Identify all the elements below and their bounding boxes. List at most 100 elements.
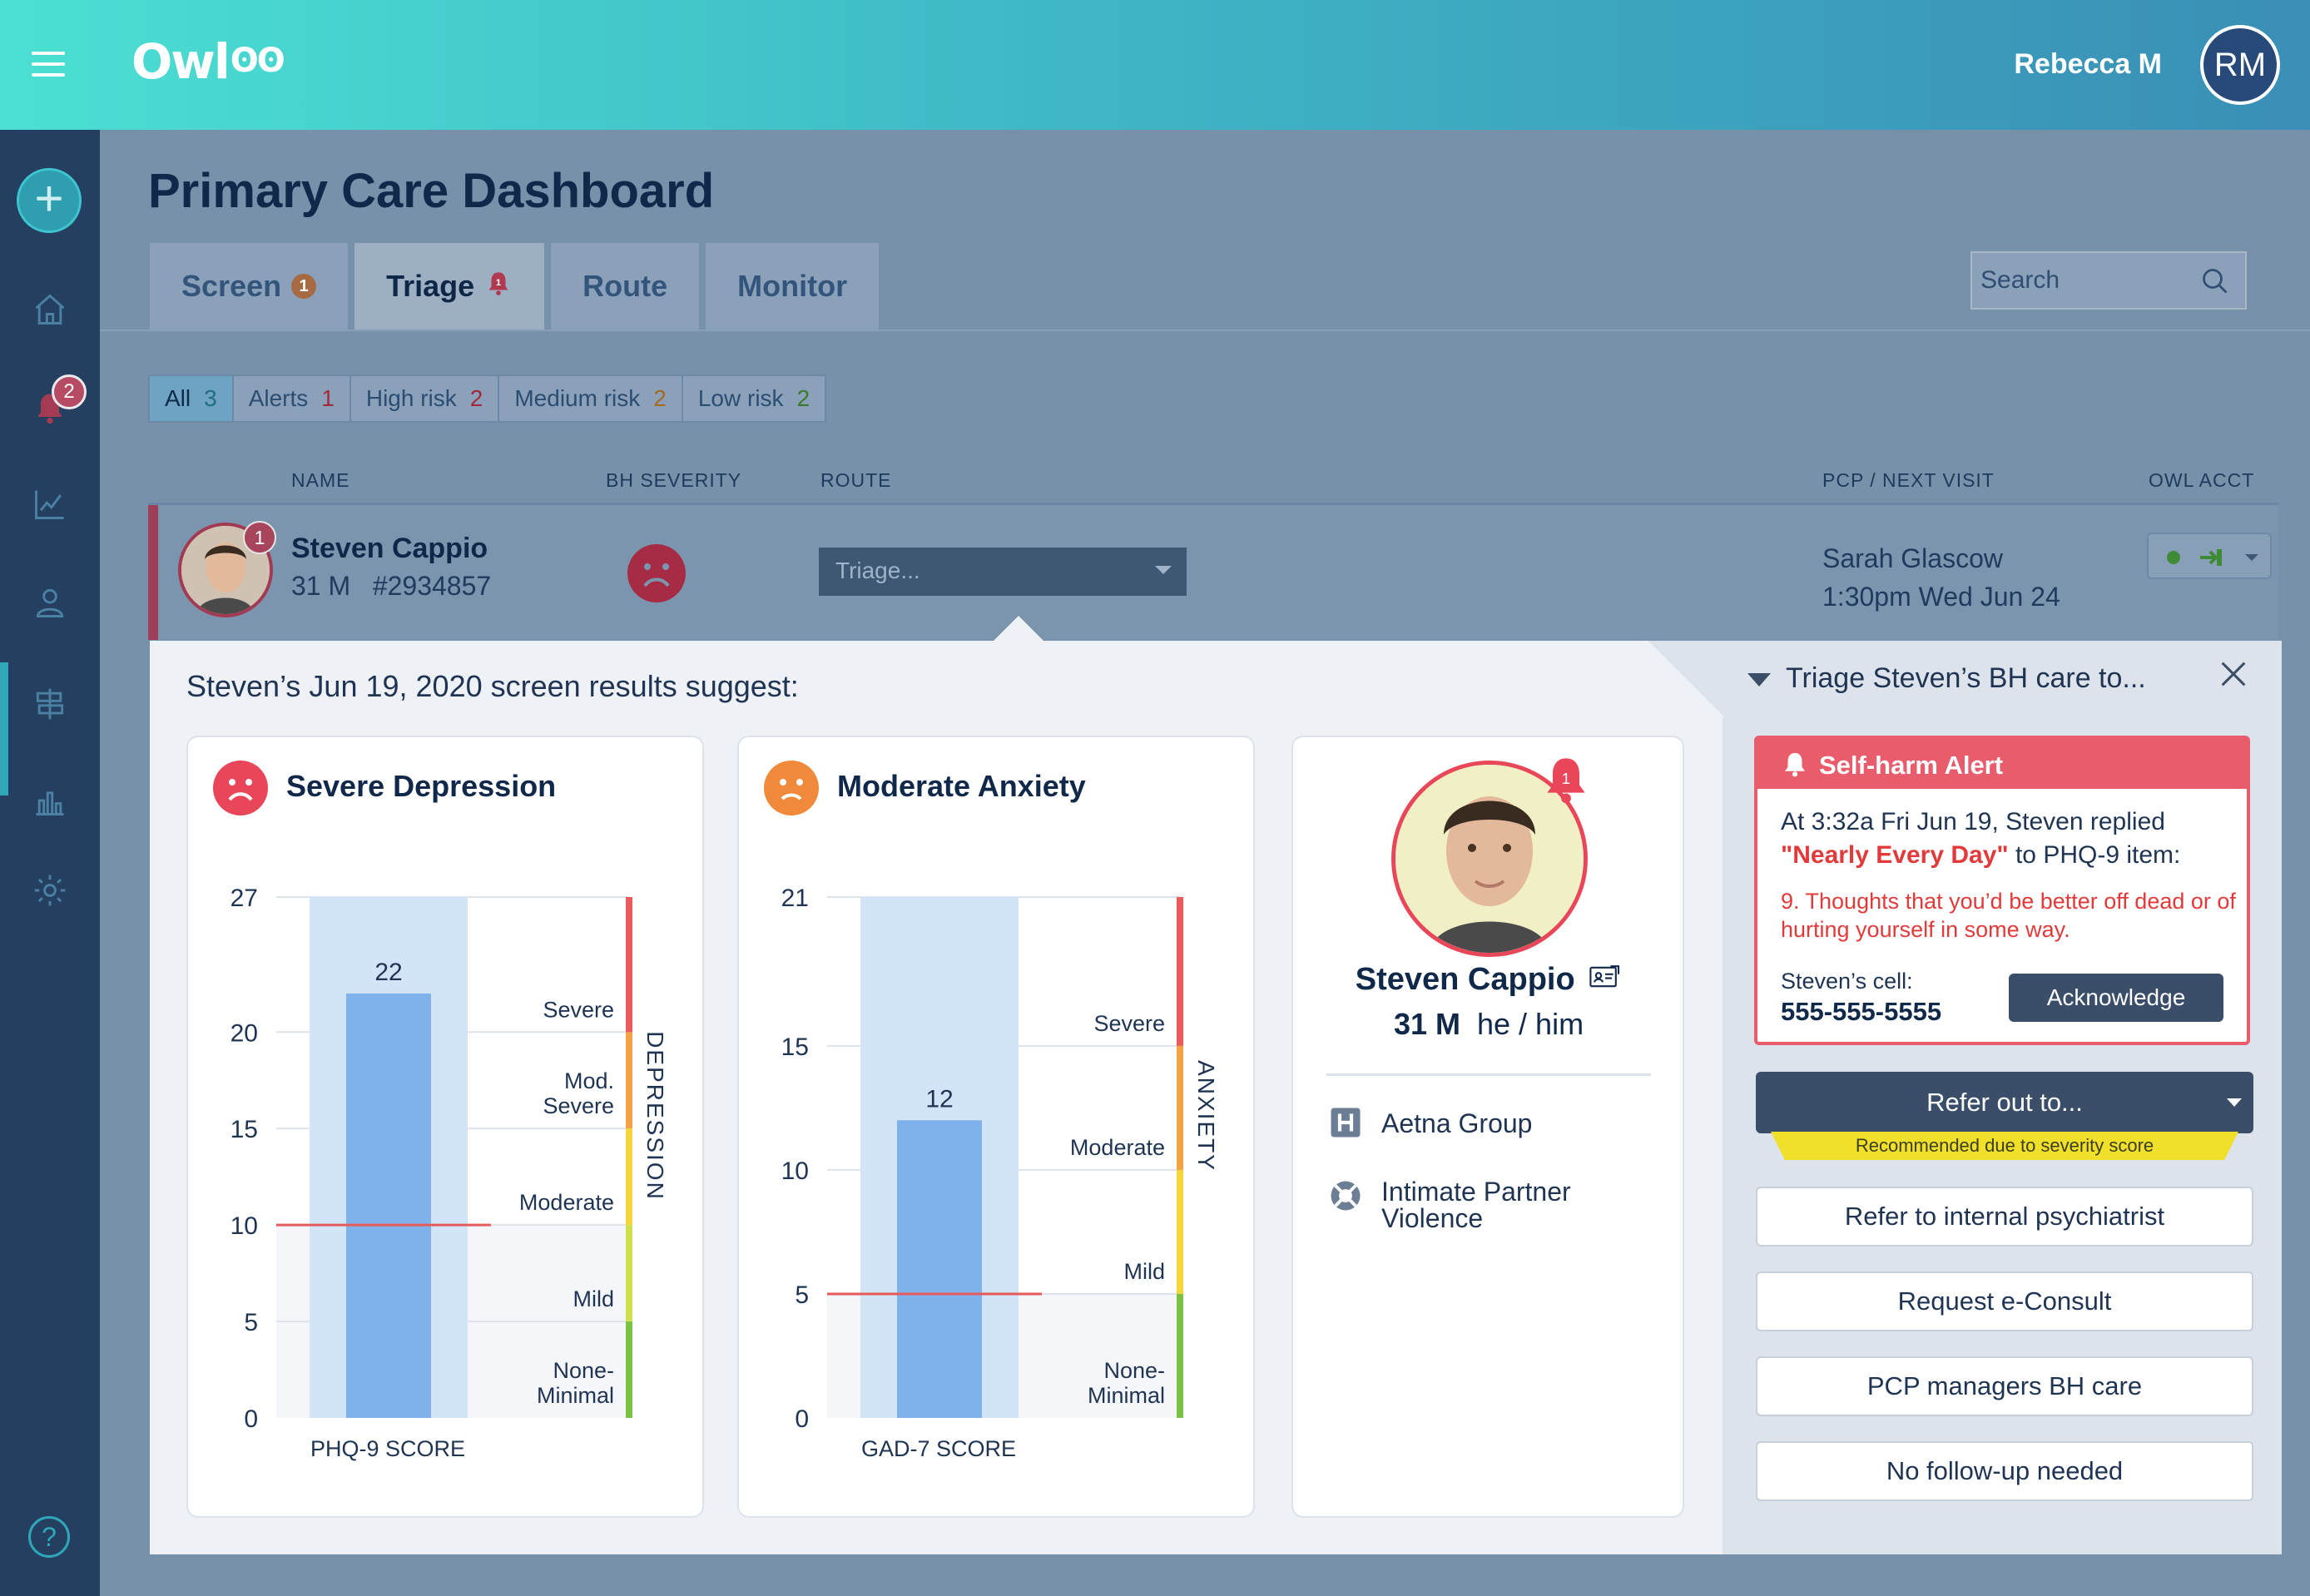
patient-name[interactable]: Steven Cappio (291, 533, 488, 564)
column-header-severity[interactable]: BH SEVERITY (606, 469, 742, 491)
triage-heading[interactable]: Triage Steven’s BH care to... (1747, 662, 2146, 695)
tab-badge: 1 (496, 277, 501, 287)
filter-high-risk[interactable]: High risk 2 (350, 376, 500, 421)
patient-photo (1391, 761, 1588, 957)
severity-band-label: Severe (543, 1093, 614, 1118)
patient-details: 31 M #2934857 (291, 571, 492, 601)
alert-header: Self-harm Alert (1757, 739, 2247, 789)
severity-band-label: None- (553, 1358, 614, 1383)
person-icon[interactable] (25, 577, 75, 627)
anxiety-title: Moderate Anxiety (837, 769, 1086, 803)
bell-icon: 1 (484, 269, 513, 305)
severity-band (1177, 1293, 1183, 1418)
line-chart-icon[interactable] (25, 479, 75, 529)
column-header-pcp[interactable]: PCP / NEXT VISIT (1822, 469, 1995, 491)
user-avatar[interactable]: RM (2200, 25, 2280, 105)
score-bar (897, 1120, 982, 1418)
lifebuoy-icon (1328, 1178, 1363, 1217)
sad-face-icon (213, 761, 268, 815)
phq9-chart: 22 0 5 10 15 20 27 None-Minimal Mild Moderate Mod.… (231, 885, 668, 1461)
menu-icon[interactable] (32, 52, 65, 77)
request-econsult-button[interactable]: Request e-Consult (1756, 1271, 2253, 1331)
side-axis-label: DEPRESSION (642, 1031, 668, 1201)
tab-label: Monitor (737, 269, 848, 303)
anxiety-card: Moderate Anxiety 12 0 5 10 15 21 None- Minimal M… (737, 736, 1255, 1518)
self-harm-alert: Self-harm Alert At 3:32a Fri Jun 19, Ste… (1754, 736, 2250, 1045)
tab-route[interactable]: Route (551, 243, 700, 330)
insurance-icon (1328, 1105, 1363, 1144)
tab-triage[interactable]: Triage 1 (354, 243, 545, 330)
patient-avatar[interactable] (178, 523, 273, 617)
sidebar: + 2 ? (0, 130, 100, 1596)
severity-band-label: Severe (1093, 1011, 1165, 1036)
severity-band (1177, 897, 1183, 1046)
help-icon[interactable]: ? (28, 1516, 70, 1558)
signpost-icon[interactable] (25, 679, 75, 729)
sad-face-icon (627, 544, 686, 602)
acknowledge-button[interactable]: Acknowledge (2009, 974, 2223, 1022)
tab-screen[interactable]: Screen 1 (150, 243, 349, 330)
x-axis-label: GAD-7 SCORE (861, 1436, 1016, 1461)
owl-account-dropdown[interactable] (2147, 533, 2272, 579)
caret-down-icon (1747, 673, 1771, 687)
bar-chart-icon[interactable] (25, 776, 75, 825)
profile-demographics: 31 M he / him (1393, 1007, 1584, 1041)
pcp-manages-bh-button[interactable]: PCP managers BH care (1756, 1356, 2253, 1416)
home-icon[interactable] (25, 285, 75, 335)
score-value-label: 12 (925, 1085, 953, 1113)
search-input[interactable]: Search (1970, 251, 2247, 310)
severity-band-label: Mild (1123, 1259, 1165, 1284)
user-name[interactable]: Rebecca M (2014, 48, 2162, 80)
close-icon[interactable] (2217, 657, 2250, 695)
add-icon[interactable]: + (17, 168, 82, 233)
top-bar: Owlʘʘ Rebecca M RM (0, 0, 2310, 130)
y-tick-label: 5 (244, 1309, 258, 1336)
filter-medium-risk[interactable]: Medium risk 2 (499, 376, 683, 421)
cell-phone[interactable]: 555-555-5555 (1781, 997, 1942, 1026)
severity-band (1177, 1169, 1183, 1294)
tab-label: Screen (181, 269, 282, 303)
chevron-down-icon (1155, 566, 1172, 574)
id-card-icon[interactable] (1589, 963, 1622, 999)
y-tick-label: 15 (231, 1116, 258, 1143)
chevron-down-icon (2227, 1098, 2242, 1107)
severity-band-label: Severe (543, 997, 614, 1022)
y-tick-label: 0 (795, 1405, 809, 1433)
next-visit: 1:30pm Wed Jun 24 (1822, 582, 2060, 612)
filter-bar: All 3 Alerts 1 High risk 2 Medium risk 2 Low… (148, 374, 827, 423)
gad7-chart: 12 0 5 10 15 21 None-Minimal Mild Moderate Severe… (781, 885, 1219, 1461)
filter-alerts[interactable]: Alerts 1 (233, 376, 351, 421)
no-follow-up-button[interactable]: No follow-up needed (1756, 1441, 2253, 1501)
search-icon[interactable] (2200, 266, 2230, 303)
owl-logo[interactable]: Owlʘʘ (131, 33, 285, 90)
severity-band (626, 1321, 632, 1418)
refer-out-dropdown[interactable]: Refer out to... (1756, 1072, 2253, 1133)
column-header-name[interactable]: NAME (291, 469, 350, 491)
tab-monitor[interactable]: Monitor (706, 243, 880, 330)
pcp-next-visit: Sarah Glascow 1:30pm Wed Jun 24 (1822, 539, 2060, 616)
pcp-name: Sarah Glascow (1822, 543, 2003, 573)
panel-corner (1648, 641, 1724, 717)
page-title: Primary Care Dashboard (148, 164, 715, 218)
filter-all[interactable]: All 3 (150, 376, 234, 421)
recommendation-note: Recommended due to severity score (1771, 1132, 2238, 1160)
severity-band-label: Mild (573, 1286, 614, 1311)
status-dot-icon (2167, 551, 2180, 564)
table-row[interactable] (148, 505, 2278, 640)
profile-alert-badge: 1 (1562, 770, 1570, 787)
filter-low-risk[interactable]: Low risk 2 (682, 376, 825, 421)
severity-band (626, 1032, 632, 1129)
route-dropdown[interactable]: Triage... (819, 548, 1187, 596)
refer-internal-psychiatrist-button[interactable]: Refer to internal psychiatrist (1756, 1187, 2253, 1247)
depression-title: Severe Depression (286, 769, 557, 803)
severity-band (626, 1225, 632, 1322)
y-tick-label: 10 (781, 1157, 809, 1185)
score-bar (346, 993, 431, 1418)
gear-icon[interactable] (25, 865, 75, 915)
column-header-route[interactable]: ROUTE (820, 469, 892, 491)
column-header-owl-acct[interactable]: OWL ACCT (2149, 469, 2255, 491)
severity-band (1177, 1045, 1183, 1170)
side-axis-label: ANXIETY (1193, 1060, 1219, 1172)
row-divider (148, 503, 2278, 505)
y-tick-label: 0 (244, 1405, 258, 1433)
